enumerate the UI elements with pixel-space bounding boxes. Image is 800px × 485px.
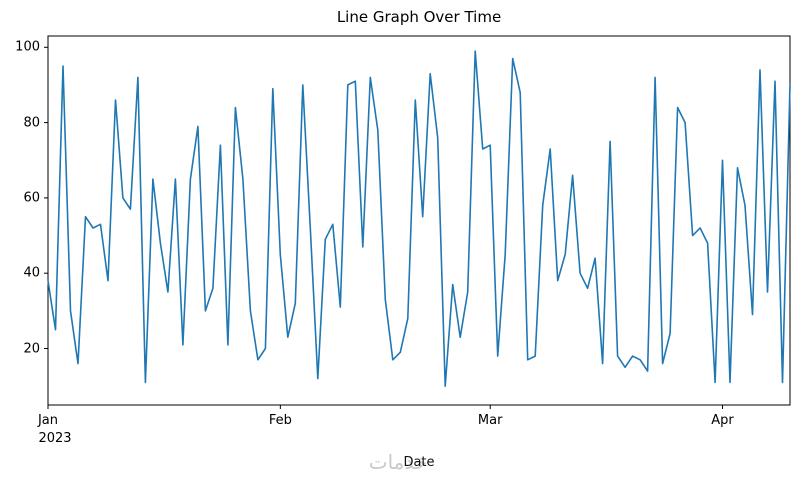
plot-frame bbox=[47, 35, 791, 406]
x-tick-label: Jan bbox=[37, 413, 59, 428]
y-tick-label: 60 bbox=[23, 190, 40, 206]
chart-title: Line Graph Over Time bbox=[336, 8, 502, 26]
y-tick-label: 80 bbox=[23, 115, 40, 131]
line-series bbox=[47, 50, 791, 388]
x-tick-label: Feb bbox=[268, 413, 292, 428]
tick-marks bbox=[44, 46, 724, 409]
x-tick-label: Mar bbox=[477, 413, 503, 428]
x-tick-label: Apr bbox=[711, 413, 734, 428]
y-tick-label: 40 bbox=[23, 265, 40, 281]
y-tick-label: 100 bbox=[15, 39, 40, 55]
y-tick-label: 20 bbox=[23, 341, 40, 357]
x-axis-label: Date bbox=[403, 455, 435, 470]
watermark-text: خدمات bbox=[368, 450, 428, 474]
x-axis-year-label: 2023 bbox=[38, 431, 72, 446]
